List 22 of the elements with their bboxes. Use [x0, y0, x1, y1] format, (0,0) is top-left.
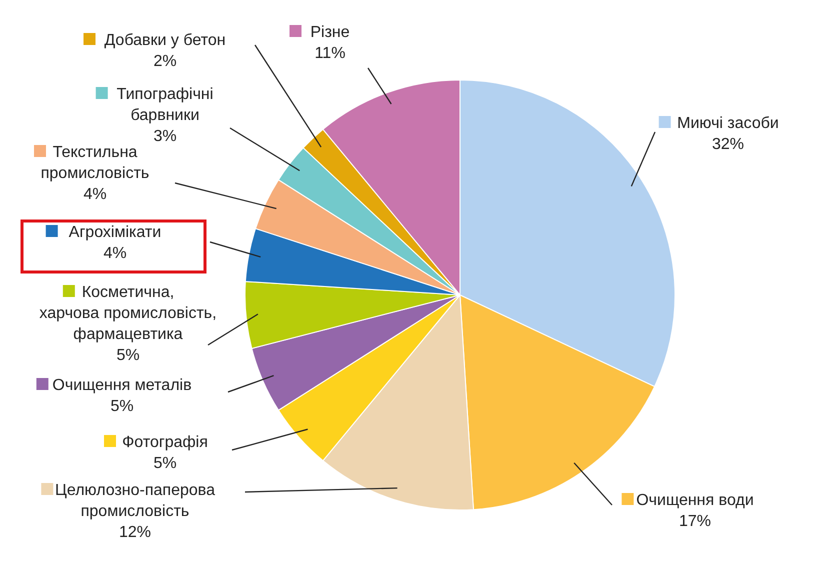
data-label: 3%: [153, 128, 177, 145]
legend-label: Очищення металів: [52, 377, 192, 394]
data-label: 5%: [110, 398, 134, 415]
data-label: 4%: [83, 186, 107, 203]
legend-label: Добавки у бетон: [104, 32, 226, 49]
legend-label: Фотографія: [122, 434, 208, 451]
legend-label: Текстильна промисловість: [40, 144, 150, 182]
data-label: 11%: [314, 45, 346, 62]
legend-label: Косметична, харчова промисловість, фармацевтика: [39, 284, 217, 343]
data-label: 12%: [118, 524, 152, 541]
data-label: 2%: [153, 53, 177, 70]
data-label: 4%: [103, 245, 127, 262]
data-label: 32%: [712, 136, 744, 153]
legend-label: Агрохімікати: [68, 224, 162, 241]
legend-label: Целюлозно-паперова промисловість: [55, 482, 216, 520]
legend-label: Різне: [310, 24, 350, 41]
legend-label: Очищення води: [636, 492, 754, 509]
legend-label: Типографічні барвники: [116, 86, 214, 124]
data-label: 5%: [153, 455, 177, 472]
legend-label: Миючі засоби: [677, 115, 779, 132]
data-label: 17%: [678, 513, 712, 530]
data-label: 5%: [116, 347, 140, 364]
